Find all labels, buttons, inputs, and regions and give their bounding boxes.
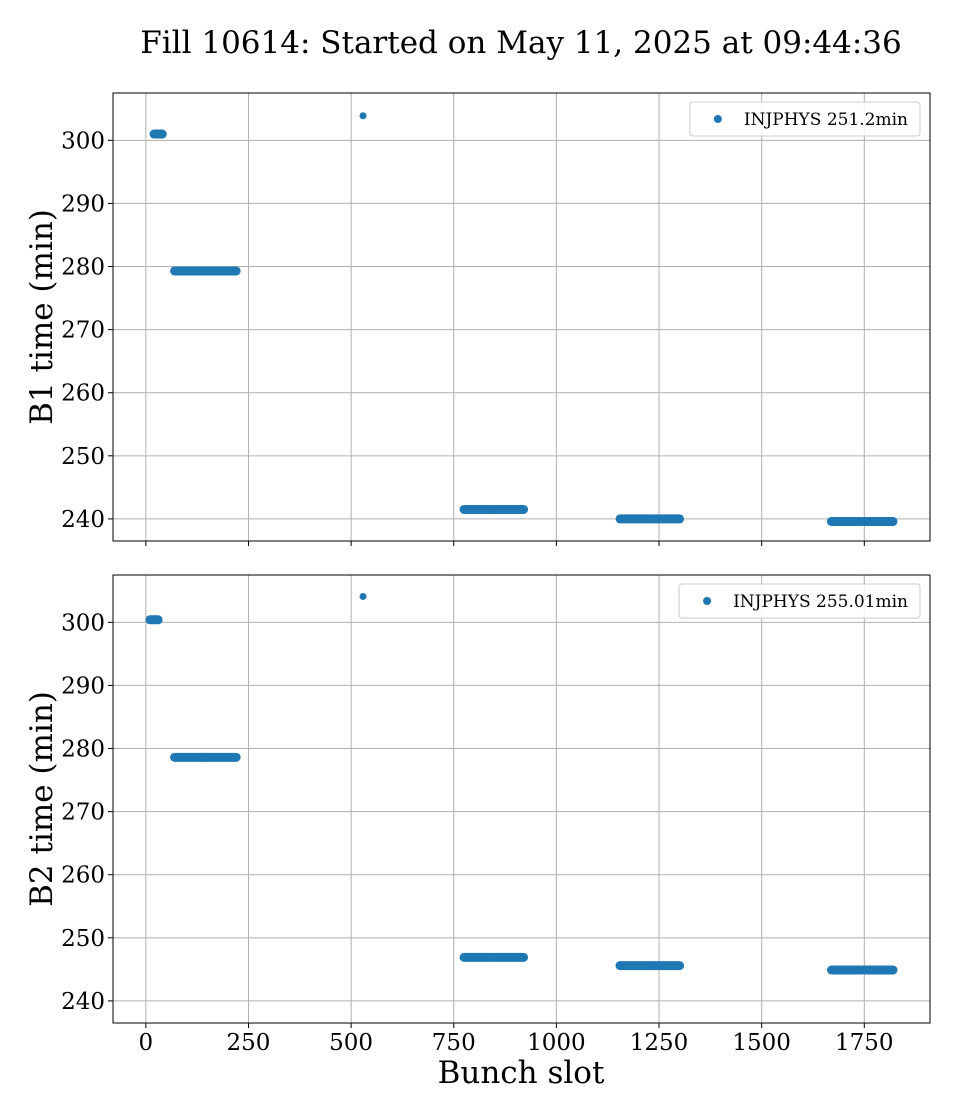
x-tick-label: 750 [432,1030,476,1056]
x-axis-label: Bunch slot [438,1055,605,1091]
legend-marker [703,597,712,605]
y-tick-label: 250 [61,444,105,470]
data-point [359,592,367,600]
y-tick-label: 260 [61,863,105,889]
legend-label: INJPHYS 251.2min [744,110,908,130]
x-tick-label: 250 [227,1030,271,1056]
y-tick-label: 270 [61,318,105,344]
y-tick-label: 240 [61,507,105,533]
y-axis-label: B2 time (min) [24,691,60,907]
y-tick-label: 260 [61,381,105,407]
y-tick-label: 300 [61,610,105,636]
axes-frame [112,574,931,1024]
legend-marker [713,115,722,123]
y-tick-label: 290 [61,191,105,217]
x-tick-label: 0 [139,1030,154,1056]
y-tick-label: 240 [61,989,105,1015]
y-tick-label: 250 [61,926,105,952]
y-axis-label: B1 time (min) [24,209,60,425]
y-tick-label: 280 [61,255,105,281]
y-tick-label: 290 [61,673,105,699]
x-tick-label: 1750 [835,1030,894,1056]
panel-b2: 0 250 500 750 1000 1250 1500 1750 240 250 260 270 28… [24,574,931,1056]
x-tick-label: 1500 [732,1030,791,1056]
legend [689,101,921,137]
x-tick-label: 500 [329,1030,373,1056]
x-tick-label: 1250 [630,1030,689,1056]
data-point [359,112,367,120]
panel-b1: 240 250 260 270 280 290 300 B1 time (min) INJPHY… [24,92,931,546]
chart-title: Fill 10614: Started on May 11, 2025 at 0… [140,25,902,61]
axes-frame [112,92,931,542]
y-tick-label: 270 [61,800,105,826]
y-tick-label: 280 [61,737,105,763]
legend-label: INJPHYS 255.01min [733,592,908,612]
legend [678,583,921,619]
y-tick-label: 300 [61,128,105,154]
x-tick-label: 1000 [527,1030,586,1056]
